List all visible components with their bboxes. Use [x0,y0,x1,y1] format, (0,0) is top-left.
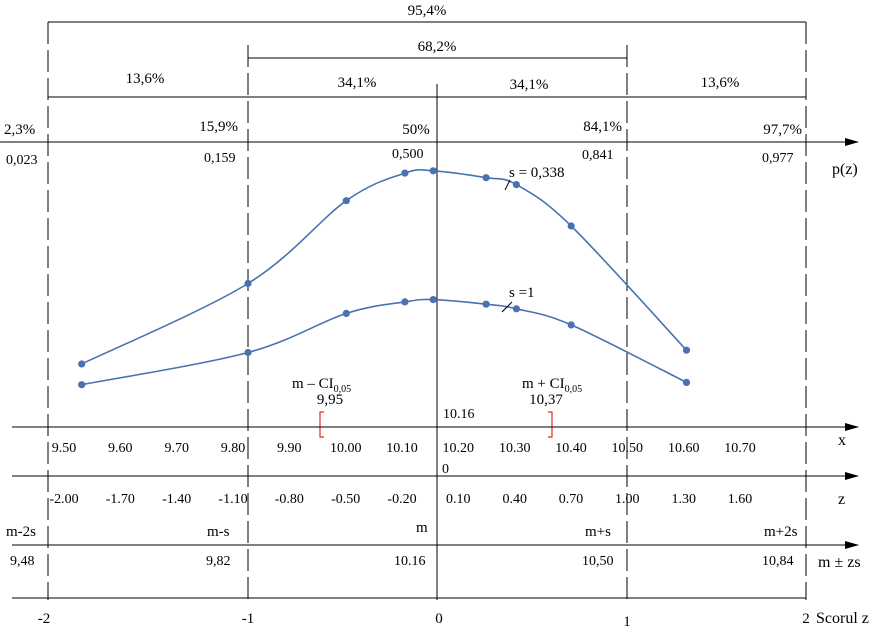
m-label-2: m-s [207,524,230,540]
z-tick-labels: -2.00 -1.70 -1.40 -1.10 -0.80 -0.50 -0.20 0.10 0… [49,492,752,507]
x-tick-13: 10.70 [724,441,756,456]
lower-curve-point-1 [78,381,86,389]
ci-left-value: 9,95 [317,392,343,408]
span-label-left-inner: 34,1% [338,75,377,91]
x-tick-1: 9.50 [52,441,77,456]
span-label-right-inner: 34,1% [510,77,549,93]
mzs-axis-label: m ± zs [818,554,861,571]
m-label-4: m+s [585,524,611,540]
cumulative-pct-4: 84,1% [583,119,622,135]
z-tick-10: 0.70 [559,492,584,507]
x-tick-9: 10.30 [499,441,531,456]
lower-curve-label: s =1 [509,285,535,301]
z-tick-6: -0.50 [331,492,360,507]
pz-axis-label: p(z) [832,161,858,178]
cumulative-pct-2: 15,9% [199,119,238,135]
cumulative-val-1: 0,023 [6,153,38,168]
z-tick-1: -2.00 [49,492,78,507]
cumulative-val-2: 0,159 [204,151,236,166]
lower-curve-line [81,298,687,386]
cumulative-pct-3: 50% [402,122,430,138]
ci-left-bracket [319,411,324,438]
lower-curve-point-4 [401,298,409,306]
ci-right-bracket [548,411,553,438]
score-tick-1: -2 [38,611,51,627]
z-tick-11: 1.00 [615,492,640,507]
curves-layer [78,167,691,389]
x-axis-label: x [838,432,846,449]
x-tick-8: 10.20 [443,441,475,456]
x-tick-5: 9.90 [277,441,302,456]
lower-curve-leader [501,301,513,313]
z-tick-12: 1.30 [671,492,696,507]
z-tick-8: 0.10 [446,492,471,507]
m-value-5: 10,84 [762,554,794,569]
m-value-3: 10.16 [394,554,426,569]
x-tick-12: 10.60 [668,441,700,456]
m-value-1: 9,48 [10,554,35,569]
z-tick-13: 1.60 [728,492,753,507]
lower-curve-point-6 [482,300,490,308]
score-tick-2: -1 [242,611,255,627]
m-label-3: m [416,520,428,536]
upper-curve-point-1 [78,360,86,368]
lower-curve-point-7 [512,305,521,313]
z-tick-4: -1.10 [218,492,247,507]
upper-curve-point-4 [401,169,409,177]
score-tick-4: 1 [623,614,631,628]
z-tick-9: 0.40 [502,492,527,507]
upper-curve-point-5 [429,167,437,175]
span-label-right-outer: 13,6% [701,75,740,91]
m-value-2: 9,82 [206,554,231,569]
upper-curve-point-7 [512,181,521,189]
ci-right-value: 10,37 [529,392,563,408]
x-tick-3: 9.70 [164,441,189,456]
upper-curve-point-2 [244,279,252,288]
x-tick-labels: 9.50 9.60 9.70 9.80 9.90 10.00 10.10 10.20 10.30… [52,441,756,456]
z-tick-5: -0.80 [275,492,304,507]
z-tick-3: -1.40 [162,492,191,507]
x-tick-7: 10.10 [386,441,418,456]
upper-curve-point-6 [482,174,490,182]
lower-curve-point-5 [429,296,437,304]
lower-curve-point-3 [342,309,350,317]
span-label-95: 95,4% [408,3,447,19]
cumulative-val-3: 0,500 [392,147,424,162]
m-label-5: m+2s [764,524,798,540]
cumulative-pct-1: 2,3% [4,122,35,138]
x-tick-6: 10.00 [330,441,362,456]
mean-value-x: 10.16 [443,407,475,422]
m-label-1: m-2s [6,524,36,540]
upper-curve-point-8 [567,222,575,230]
x-tick-4: 9.80 [221,441,246,456]
lower-curve-point-9 [682,378,691,386]
ci-left-label: m – CI0,05 [292,376,351,395]
cumulative-pct-5: 97,7% [763,122,802,138]
cumulative-val-5: 0,977 [762,151,794,166]
score-tick-5: 2 [802,611,810,627]
z-tick-2: -1.70 [106,492,135,507]
upper-curve-point-9 [682,346,691,354]
upper-curve-label: s = 0,338 [509,165,565,181]
lower-curve-point-8 [567,321,575,329]
z-tick-7: -0.20 [387,492,416,507]
span-label-left-outer: 13,6% [126,71,165,87]
cumulative-val-4: 0,841 [582,148,614,163]
upper-curve-point-3 [342,197,350,205]
x-tick-10: 10.40 [555,441,587,456]
z-axis-label: z [838,491,845,508]
ci-right-label: m + CI0,05 [522,376,582,395]
x-tick-2: 9.60 [108,441,133,456]
upper-curve-line [81,168,688,365]
span-label-68: 68,2% [418,39,457,55]
score-tick-3: 0 [435,611,443,627]
score-axis-label: Scorul z [816,610,869,627]
upper-curve-leader [504,179,511,191]
x-tick-11: 10.50 [612,441,644,456]
zero-mark: 0 [442,462,449,477]
lower-curve-point-2 [244,348,252,357]
m-value-4: 10,50 [582,554,614,569]
